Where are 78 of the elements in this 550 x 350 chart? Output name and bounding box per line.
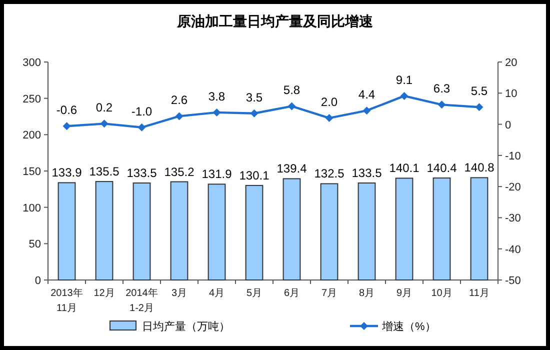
point [400,92,408,100]
bar [170,181,188,280]
x-tick-label: 11月 [469,288,490,299]
x-tick-label: 3月 [171,288,188,299]
x-tick-label: 8月 [358,288,375,299]
bar [432,177,451,280]
point [362,106,371,115]
bar [58,182,76,280]
point [250,109,258,118]
x-tick-label: 7月 [321,288,338,299]
x-tick-label: 4月 [208,288,225,299]
y2-tick-label: -50 [505,275,521,287]
y2-tick-label: -40 [505,244,521,256]
legend-label: 日均产量（万吨） [142,320,230,333]
y-tick-label: 300 [22,57,41,69]
data-label: 133.9 [52,166,82,180]
data-label: 139.4 [276,162,308,176]
data-label: -1.0 [131,104,152,118]
data-label: 130.1 [239,168,270,182]
y-tick-label: 50 [28,238,41,251]
y-tick-label: 100 [22,202,41,214]
data-label: 9.1 [396,72,413,87]
bar [132,182,151,280]
data-label: 3.5 [246,90,263,104]
bar [208,184,226,280]
x-tick-label: 6月 [284,288,300,299]
y2-tick-label: -30 [505,212,521,225]
data-label: 140.4 [426,160,458,175]
data-label: 3.8 [208,89,226,104]
x-tick-label: 10月 [431,288,452,299]
point [62,122,71,130]
y2-tick-label: -10 [505,150,521,162]
x-tick-label: 9月 [396,288,412,299]
y-tick-label: 250 [22,93,41,106]
y2-tick-label: 10 [505,88,518,100]
data-label: 2.0 [320,95,338,110]
point [138,123,146,132]
data-label: 133.5 [352,166,382,180]
data-label: 6.3 [433,82,450,96]
data-label: 5.5 [470,84,488,98]
bar [245,184,264,280]
x-tick-label: 2014年 1-2月 [126,287,158,314]
data-label: 135.2 [164,164,195,179]
data-label: 140.1 [389,161,420,176]
y2-tick-label: 0 [505,119,512,132]
bar [282,178,301,280]
point [438,100,446,109]
bar [470,177,488,280]
legend-label: 增速（%） [381,320,436,333]
data-label: 133.5 [126,166,158,180]
bar [395,178,414,280]
point [100,120,108,128]
y-tick-label: 200 [22,130,41,142]
point [325,114,334,122]
chart-title: 原油加工量日均产量及同比增速 [176,13,374,29]
bar [320,183,338,280]
y2-tick-label: -20 [505,182,521,194]
bar [358,182,376,280]
data-label: 2.6 [170,93,188,108]
y-tick-label: 150 [22,166,41,178]
point [212,108,221,116]
point [175,112,184,120]
point [475,103,484,112]
y2-tick-label: 20 [505,57,518,69]
data-label: -0.6 [56,103,78,118]
data-label: 5.8 [283,83,300,98]
data-label: 0.2 [96,100,113,115]
x-tick-label: 2013年 11月 [50,287,83,314]
bar [95,181,114,280]
data-label: 140.8 [464,160,495,175]
y-tick-label: 0 [34,275,41,287]
x-tick-label: 5月 [246,288,262,299]
data-label: 131.9 [202,167,232,182]
point [288,102,296,110]
data-label: 132.5 [314,166,345,181]
data-label: 4.4 [358,88,376,102]
x-tick-label: 12月 [94,288,115,299]
data-label: 135.5 [89,164,120,179]
